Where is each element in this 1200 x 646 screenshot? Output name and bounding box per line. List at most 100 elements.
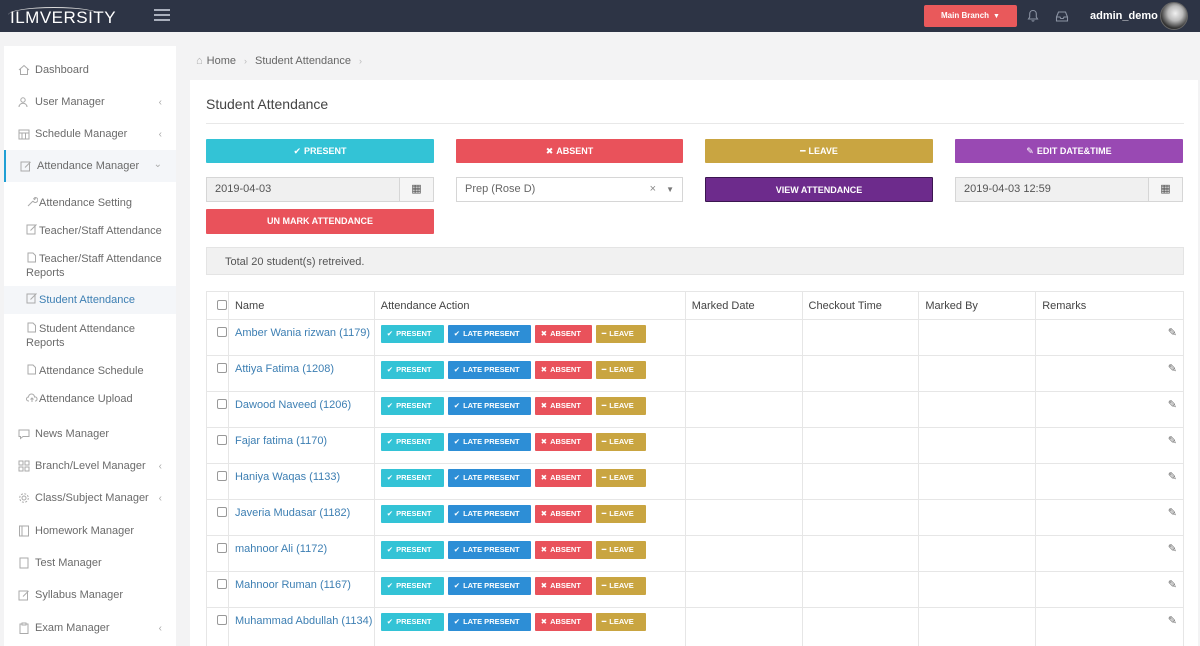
edit-datetime-button[interactable]: ✎ EDIT DATE&TIME [955,139,1183,163]
edit-remarks-icon[interactable]: ✎ [1167,507,1177,519]
leave-button[interactable]: ━ LEAVE [595,325,646,343]
datetime-input[interactable]: 2019-04-03 12:59 ▦ [955,177,1183,202]
student-name[interactable]: Muhammad Abdullah (1134) [227,607,375,646]
present-button[interactable]: ✔ PRESENT [380,325,444,343]
submenu-attendance-upload[interactable]: Attendance Upload [4,392,176,406]
column-header-name[interactable]: Name [227,291,375,320]
sidebar-item-exam-manager[interactable]: Exam Manager ‹ [4,612,176,644]
sidebar-item-class-subject-manager[interactable]: Class/Subject Manager ‹ [4,482,176,514]
sidebar-item-dashboard[interactable]: Dashboard [4,54,176,86]
student-name[interactable]: Fajar fatima (1170) [227,427,375,464]
row-checkbox[interactable] [217,615,227,625]
row-checkbox[interactable] [217,543,227,553]
mark-all-absent-button[interactable]: ✖ ABSENT [456,139,683,163]
student-name[interactable]: Haniya Waqas (1133) [227,463,375,500]
present-button[interactable]: ✔ PRESENT [380,505,444,523]
sidebar-item-test-manager[interactable]: Test Manager [4,547,176,579]
leave-button[interactable]: ━ LEAVE [595,469,646,487]
present-button[interactable]: ✔ PRESENT [380,397,444,415]
student-name[interactable]: mahnoor Ali (1172) [227,535,375,572]
edit-remarks-icon[interactable]: ✎ [1167,543,1177,555]
sidebar-item-branch-level-manager[interactable]: Branch/Level Manager ‹ [4,450,176,482]
submenu-student-attendance-reports[interactable]: Student Attendance Reports [4,322,176,350]
calendar-icon[interactable]: ▦ [1148,178,1182,201]
inbox-icon[interactable] [1055,9,1069,23]
user-name[interactable]: admin_demo [1090,10,1158,22]
student-name[interactable]: Dawood Naveed (1206) [227,391,375,428]
late-present-button[interactable]: ✔ LATE PRESENT [447,577,531,595]
edit-remarks-icon[interactable]: ✎ [1167,615,1177,627]
absent-button[interactable]: ✖ ABSENT [534,541,592,559]
absent-button[interactable]: ✖ ABSENT [534,469,592,487]
select-all-checkbox[interactable] [217,299,227,310]
attendance-date-input[interactable]: 2019-04-03 ▦ [206,177,434,202]
submenu-attendance-setting[interactable]: Attendance Setting [4,196,176,210]
unmark-attendance-button[interactable]: UN MARK ATTENDANCE [206,209,434,234]
breadcrumb-home[interactable]: Home [206,55,236,67]
leave-button[interactable]: ━ LEAVE [595,541,646,559]
late-present-button[interactable]: ✔ LATE PRESENT [447,541,531,559]
edit-remarks-icon[interactable]: ✎ [1167,579,1177,591]
row-checkbox[interactable] [217,399,227,409]
leave-button[interactable]: ━ LEAVE [595,613,646,631]
absent-button[interactable]: ✖ ABSENT [534,433,592,451]
submenu-teacher-staff-attendance-reports[interactable]: Teacher/Staff Attendance Reports [4,252,176,280]
view-attendance-button[interactable]: VIEW ATTENDANCE [705,177,933,202]
present-button[interactable]: ✔ PRESENT [380,361,444,379]
submenu-teacher-staff-attendance[interactable]: Teacher/Staff Attendance [4,224,176,238]
leave-button[interactable]: ━ LEAVE [595,361,646,379]
leave-button[interactable]: ━ LEAVE [595,433,646,451]
sidebar-item-schedule-manager[interactable]: Schedule Manager ‹ [4,118,176,150]
row-checkbox[interactable] [217,363,227,373]
row-checkbox[interactable] [217,579,227,589]
present-button[interactable]: ✔ PRESENT [380,613,444,631]
late-present-button[interactable]: ✔ LATE PRESENT [447,325,531,343]
sidebar-item-news-manager[interactable]: News Manager [4,418,176,450]
student-name[interactable]: Mahnoor Ruman (1167) [227,571,375,608]
clear-icon[interactable]: × [649,183,656,195]
user-avatar[interactable] [1160,2,1188,30]
leave-button[interactable]: ━ LEAVE [595,577,646,595]
sidebar-item-user-manager[interactable]: User Manager ‹ [4,86,176,118]
present-button[interactable]: ✔ PRESENT [380,541,444,559]
late-present-button[interactable]: ✔ LATE PRESENT [447,613,531,631]
edit-remarks-icon[interactable]: ✎ [1167,363,1177,375]
late-present-button[interactable]: ✔ LATE PRESENT [447,361,531,379]
absent-button[interactable]: ✖ ABSENT [534,325,592,343]
leave-button[interactable]: ━ LEAVE [595,397,646,415]
student-name[interactable]: Attiya Fatima (1208) [227,355,375,392]
calendar-icon[interactable]: ▦ [399,178,433,201]
edit-remarks-icon[interactable]: ✎ [1167,471,1177,483]
class-select[interactable]: Prep (Rose D) × ▼ [456,177,683,202]
sidebar-item-syllabus-manager[interactable]: Syllabus Manager [4,579,176,611]
student-name[interactable]: Amber Wania rizwan (1179) [227,319,375,356]
row-checkbox[interactable] [217,327,227,337]
ilmversity-logo[interactable]: ILMVERSITY [8,5,116,27]
submenu-student-attendance[interactable]: Student Attendance [4,286,176,314]
edit-remarks-icon[interactable]: ✎ [1167,399,1177,411]
absent-button[interactable]: ✖ ABSENT [534,397,592,415]
present-button[interactable]: ✔ PRESENT [380,469,444,487]
row-checkbox[interactable] [217,435,227,445]
present-button[interactable]: ✔ PRESENT [380,577,444,595]
late-present-button[interactable]: ✔ LATE PRESENT [447,433,531,451]
absent-button[interactable]: ✖ ABSENT [534,613,592,631]
edit-remarks-icon[interactable]: ✎ [1167,327,1177,339]
edit-remarks-icon[interactable]: ✎ [1167,435,1177,447]
absent-button[interactable]: ✖ ABSENT [534,361,592,379]
row-checkbox[interactable] [217,471,227,481]
late-present-button[interactable]: ✔ LATE PRESENT [447,397,531,415]
submenu-attendance-schedule[interactable]: Attendance Schedule [4,364,176,378]
menu-toggle-icon[interactable] [154,9,170,21]
bell-icon[interactable] [1026,9,1040,23]
student-name[interactable]: Javeria Mudasar (1182) [227,499,375,536]
late-present-button[interactable]: ✔ LATE PRESENT [447,469,531,487]
row-checkbox[interactable] [217,507,227,517]
sidebar-item-homework-manager[interactable]: Homework Manager [4,515,176,547]
branch-dropdown-button[interactable]: Main Branch ▼ [924,5,1017,27]
mark-all-present-button[interactable]: ✔ PRESENT [206,139,434,163]
sidebar-item-attendance-manager[interactable]: Attendance Manager ⌄ [4,150,176,182]
absent-button[interactable]: ✖ ABSENT [534,577,592,595]
leave-button[interactable]: ━ LEAVE [595,505,646,523]
present-button[interactable]: ✔ PRESENT [380,433,444,451]
